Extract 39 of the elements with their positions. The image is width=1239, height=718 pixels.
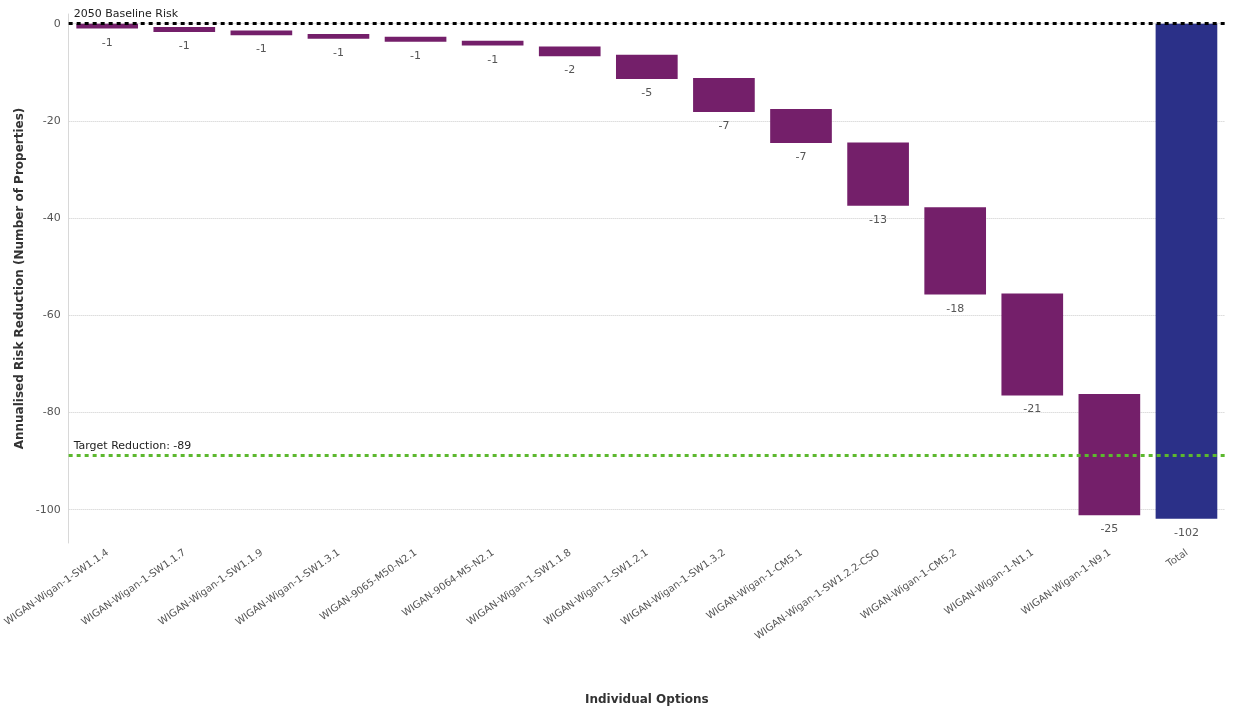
- bar: [384, 36, 447, 42]
- bar: [307, 33, 370, 39]
- bar: [615, 54, 678, 80]
- y-tick-label: -40: [42, 211, 61, 225]
- data-label: -1: [487, 52, 499, 66]
- bar: [770, 109, 832, 144]
- data-label: -1: [178, 38, 190, 52]
- bar: [693, 78, 755, 113]
- y-tick-label: -100: [35, 502, 61, 516]
- data-label: -1: [332, 45, 344, 59]
- bar: [1001, 293, 1064, 396]
- data-label: -102: [1173, 525, 1199, 539]
- y-tick-label: -20: [42, 114, 61, 128]
- bar: [847, 142, 909, 206]
- data-label: -1: [410, 48, 422, 62]
- bar: [461, 40, 524, 46]
- data-label: -21: [1023, 402, 1042, 416]
- y-tick-label: -60: [42, 308, 61, 322]
- y-axis-title: Annualised Risk Reduction (Number of Properties): [11, 107, 26, 450]
- ref-line-label: 2050 Baseline Risk: [73, 6, 179, 20]
- bar: [538, 46, 601, 57]
- bar: [1155, 23, 1218, 519]
- data-label: -1: [255, 42, 267, 56]
- ref-line-label: Target Reduction: -89: [72, 438, 192, 452]
- data-label: -5: [641, 86, 653, 100]
- data-label: -18: [946, 301, 965, 315]
- y-tick-label: -80: [42, 405, 61, 419]
- bar: [1078, 394, 1141, 516]
- data-label: -7: [718, 119, 730, 133]
- bar: [924, 207, 987, 295]
- data-label: -2: [564, 63, 576, 77]
- bar: [153, 27, 216, 32]
- data-label: -13: [869, 212, 888, 226]
- data-label: -25: [1100, 522, 1119, 536]
- x-axis-title: Individual Options: [584, 692, 709, 706]
- data-label: -7: [795, 150, 807, 164]
- data-label: -1: [101, 35, 113, 49]
- y-tick-label: 0: [53, 17, 61, 31]
- bar: [76, 23, 139, 29]
